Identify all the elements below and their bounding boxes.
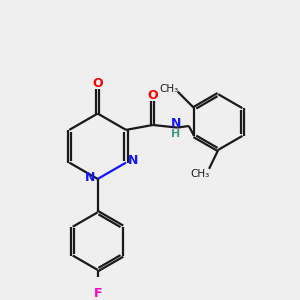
Text: O: O [92, 76, 103, 90]
Text: N: N [171, 117, 181, 130]
Text: O: O [148, 89, 158, 102]
Text: H: H [171, 129, 181, 139]
Text: CH₃: CH₃ [159, 84, 178, 94]
Text: N: N [128, 154, 138, 167]
Text: N: N [85, 171, 96, 184]
Text: F: F [93, 287, 102, 300]
Text: CH₃: CH₃ [190, 169, 210, 179]
